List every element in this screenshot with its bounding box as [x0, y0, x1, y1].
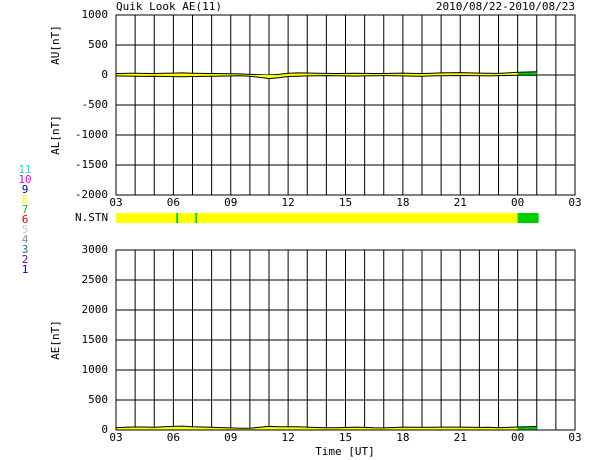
legend-label: 5: [22, 223, 29, 236]
area-fill: [288, 426, 298, 430]
station-segment: [178, 213, 196, 223]
x-tick-label: 06: [167, 196, 180, 209]
area-fill: [125, 427, 136, 430]
area-fill: [469, 427, 480, 430]
x-tick-label: 21: [454, 196, 467, 209]
x-tick-label: 09: [224, 196, 237, 209]
y-tick-label: 1000: [82, 8, 109, 21]
area-fill: [269, 426, 279, 430]
y-tick-label: 2500: [82, 273, 109, 286]
area-fill: [202, 427, 212, 430]
area-fill: [527, 71, 537, 75]
y-tick-label: 500: [88, 393, 108, 406]
area-fill: [431, 427, 442, 430]
x-tick-label: 12: [282, 431, 295, 444]
area-fill: [460, 427, 470, 430]
line: [115, 71, 537, 76]
legend-label: 1: [22, 263, 29, 276]
x-tick-label: 06: [167, 431, 180, 444]
station-segment: [116, 213, 177, 223]
area-fill: [182, 426, 193, 430]
area-fill: [450, 427, 461, 430]
x-tick-label: 03: [568, 196, 581, 209]
station-segment: [195, 213, 198, 223]
area-fill: [192, 426, 203, 430]
legend-label: 11: [18, 163, 31, 176]
chart-title: Quik Look AE(11): [116, 0, 222, 13]
x-tick-label: 18: [396, 196, 409, 209]
x-tick-label: 18: [396, 431, 409, 444]
y-tick-label: -1500: [75, 158, 108, 171]
x-tick-label: 15: [339, 196, 352, 209]
y-tick-label: 0: [101, 68, 108, 81]
area-fill: [163, 426, 174, 430]
x-tick-label: 00: [511, 196, 524, 209]
area-fill: [450, 72, 461, 75]
y-axis-label: AE[nT]: [49, 320, 62, 360]
area-fill: [422, 427, 432, 430]
y-axis-label: AL[nT]: [49, 115, 62, 155]
legend-label: 3: [22, 243, 29, 256]
y-tick-label: 1500: [82, 333, 109, 346]
area-fill: [517, 426, 528, 430]
area-fill: [412, 427, 422, 430]
y-tick-label: -1000: [75, 128, 108, 141]
area-fill: [173, 426, 183, 430]
strip-label: N.STN: [75, 211, 108, 224]
line: [115, 425, 537, 429]
legend-label: 10: [18, 173, 31, 186]
legend-label: 6: [22, 213, 29, 226]
y-axis-label: AU[nT]: [49, 25, 62, 65]
area-fill: [135, 427, 145, 430]
legend-label: 4: [22, 233, 29, 246]
x-tick-label: 15: [339, 431, 352, 444]
area-fill: [326, 427, 336, 430]
y-tick-label: 500: [88, 38, 108, 51]
legend-label: 2: [22, 253, 29, 266]
y-tick-label: -500: [82, 98, 109, 111]
area-fill: [278, 426, 289, 430]
station-segment: [197, 213, 518, 223]
area-fill: [517, 72, 528, 75]
area-fill: [374, 427, 384, 430]
x-tick-label: 12: [282, 196, 295, 209]
legend-label: 9: [22, 183, 29, 196]
y-tick-label: 1000: [82, 363, 109, 376]
y-tick-label: -2000: [75, 188, 108, 201]
plot-frame: [115, 249, 576, 431]
area-fill: [144, 427, 155, 430]
station-segment: [176, 213, 179, 223]
legend-label: 8: [22, 193, 29, 206]
area-fill: [441, 427, 451, 430]
station-segment: [517, 213, 539, 223]
legend-label: 7: [22, 203, 29, 216]
x-tick-label: 21: [454, 431, 467, 444]
area-fill: [479, 427, 489, 430]
x-tick-label: 00: [511, 431, 524, 444]
area-fill: [527, 426, 537, 430]
line: [115, 74, 537, 80]
x-tick-label: 03: [568, 431, 581, 444]
x-axis-label: Time [UT]: [315, 445, 375, 458]
y-tick-label: 2000: [82, 303, 109, 316]
x-tick-label: 03: [109, 431, 122, 444]
date-range: 2010/08/22-2010/08/23: [436, 0, 575, 13]
area-fill: [402, 427, 413, 430]
area-fill: [297, 426, 308, 430]
y-tick-label: 3000: [82, 243, 109, 256]
y-tick-label: 0: [101, 423, 108, 436]
x-tick-label: 03: [109, 196, 122, 209]
x-tick-label: 09: [224, 431, 237, 444]
plot-frame: [115, 14, 576, 196]
